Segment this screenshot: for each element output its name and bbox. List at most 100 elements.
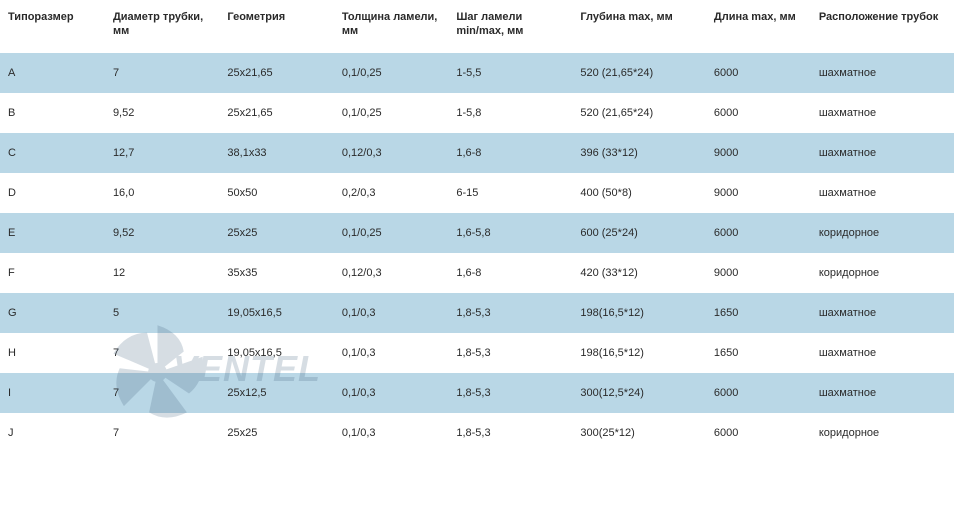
table-cell: B <box>0 93 105 133</box>
table-cell: 1-5,5 <box>448 53 572 93</box>
table-cell: 0,1/0,3 <box>334 293 448 333</box>
spec-table: ТипоразмерДиаметр трубки, ммГеометрияТол… <box>0 0 954 453</box>
table-cell: 300(12,5*24) <box>572 373 706 413</box>
table-cell: шахматное <box>811 333 954 373</box>
table-cell: 25x25 <box>219 413 333 453</box>
spec-table-container: ТипоразмерДиаметр трубки, ммГеометрияТол… <box>0 0 954 453</box>
table-cell: 300(25*12) <box>572 413 706 453</box>
table-row: J725x250,1/0,31,8-5,3300(25*12)6000корид… <box>0 413 954 453</box>
column-header: Толщина ламели, мм <box>334 0 448 53</box>
table-cell: коридорное <box>811 253 954 293</box>
table-cell: 400 (50*8) <box>572 173 706 213</box>
table-cell: F <box>0 253 105 293</box>
table-cell: шахматное <box>811 53 954 93</box>
table-row: H719,05x16,50,1/0,31,8-5,3198(16,5*12)16… <box>0 333 954 373</box>
table-cell: 6000 <box>706 213 811 253</box>
table-cell: шахматное <box>811 173 954 213</box>
table-cell: C <box>0 133 105 173</box>
table-cell: 0,1/0,3 <box>334 333 448 373</box>
table-row: G519,05x16,50,1/0,31,8-5,3198(16,5*12)16… <box>0 293 954 333</box>
table-cell: 25x25 <box>219 213 333 253</box>
table-cell: 0,12/0,3 <box>334 253 448 293</box>
table-cell: 6000 <box>706 53 811 93</box>
column-header: Геометрия <box>219 0 333 53</box>
table-cell: 0,2/0,3 <box>334 173 448 213</box>
table-cell: 25x21,65 <box>219 53 333 93</box>
table-cell: 5 <box>105 293 219 333</box>
table-cell: G <box>0 293 105 333</box>
table-cell: 1,8-5,3 <box>448 333 572 373</box>
table-cell: 16,0 <box>105 173 219 213</box>
table-cell: 25x12,5 <box>219 373 333 413</box>
table-row: I725x12,50,1/0,31,8-5,3300(12,5*24)6000ш… <box>0 373 954 413</box>
table-cell: 6-15 <box>448 173 572 213</box>
table-cell: 6000 <box>706 93 811 133</box>
table-cell: J <box>0 413 105 453</box>
table-cell: шахматное <box>811 373 954 413</box>
table-cell: 0,1/0,3 <box>334 413 448 453</box>
table-cell: шахматное <box>811 93 954 133</box>
table-row: E9,5225x250,1/0,251,6-5,8600 (25*24)6000… <box>0 213 954 253</box>
table-cell: 1650 <box>706 333 811 373</box>
table-row: D16,050x500,2/0,36-15400 (50*8)9000шахма… <box>0 173 954 213</box>
table-cell: 9,52 <box>105 213 219 253</box>
table-cell: 35x35 <box>219 253 333 293</box>
table-cell: H <box>0 333 105 373</box>
table-cell: 7 <box>105 333 219 373</box>
table-cell: E <box>0 213 105 253</box>
column-header: Глубина max, мм <box>572 0 706 53</box>
table-cell: 9000 <box>706 173 811 213</box>
table-cell: 0,1/0,25 <box>334 213 448 253</box>
table-cell: 19,05x16,5 <box>219 333 333 373</box>
table-row: C12,738,1x330,12/0,31,6-8396 (33*12)9000… <box>0 133 954 173</box>
table-cell: 12,7 <box>105 133 219 173</box>
table-cell: A <box>0 53 105 93</box>
table-cell: 7 <box>105 413 219 453</box>
table-cell: 9000 <box>706 133 811 173</box>
table-cell: 420 (33*12) <box>572 253 706 293</box>
table-cell: 1,8-5,3 <box>448 293 572 333</box>
table-cell: 6000 <box>706 373 811 413</box>
table-cell: коридорное <box>811 213 954 253</box>
column-header: Диаметр трубки, мм <box>105 0 219 53</box>
table-cell: 25x21,65 <box>219 93 333 133</box>
table-cell: 396 (33*12) <box>572 133 706 173</box>
table-cell: 38,1x33 <box>219 133 333 173</box>
table-row: A725x21,650,1/0,251-5,5520 (21,65*24)600… <box>0 53 954 93</box>
table-cell: 12 <box>105 253 219 293</box>
table-cell: 1650 <box>706 293 811 333</box>
table-cell: шахматное <box>811 293 954 333</box>
table-cell: 9,52 <box>105 93 219 133</box>
table-cell: 50x50 <box>219 173 333 213</box>
table-cell: 1,8-5,3 <box>448 413 572 453</box>
table-cell: 0,1/0,25 <box>334 93 448 133</box>
table-cell: 600 (25*24) <box>572 213 706 253</box>
column-header: Расположение трубок <box>811 0 954 53</box>
table-cell: 1,6-5,8 <box>448 213 572 253</box>
table-cell: D <box>0 173 105 213</box>
table-cell: 520 (21,65*24) <box>572 53 706 93</box>
table-cell: 7 <box>105 373 219 413</box>
column-header: Типоразмер <box>0 0 105 53</box>
table-header-row: ТипоразмерДиаметр трубки, ммГеометрияТол… <box>0 0 954 53</box>
table-cell: 1,6-8 <box>448 133 572 173</box>
table-cell: 520 (21,65*24) <box>572 93 706 133</box>
table-cell: 0,1/0,3 <box>334 373 448 413</box>
table-row: B9,5225x21,650,1/0,251-5,8520 (21,65*24)… <box>0 93 954 133</box>
table-body: A725x21,650,1/0,251-5,5520 (21,65*24)600… <box>0 53 954 453</box>
table-cell: 7 <box>105 53 219 93</box>
table-row: F1235x350,12/0,31,6-8420 (33*12)9000кори… <box>0 253 954 293</box>
table-cell: шахматное <box>811 133 954 173</box>
table-cell: 6000 <box>706 413 811 453</box>
table-cell: 1,8-5,3 <box>448 373 572 413</box>
table-cell: 198(16,5*12) <box>572 293 706 333</box>
column-header: Шаг ламели min/max, мм <box>448 0 572 53</box>
table-cell: 1,6-8 <box>448 253 572 293</box>
table-cell: 0,1/0,25 <box>334 53 448 93</box>
table-cell: 1-5,8 <box>448 93 572 133</box>
column-header: Длина max, мм <box>706 0 811 53</box>
table-cell: 0,12/0,3 <box>334 133 448 173</box>
table-cell: 9000 <box>706 253 811 293</box>
table-cell: I <box>0 373 105 413</box>
table-cell: 198(16,5*12) <box>572 333 706 373</box>
